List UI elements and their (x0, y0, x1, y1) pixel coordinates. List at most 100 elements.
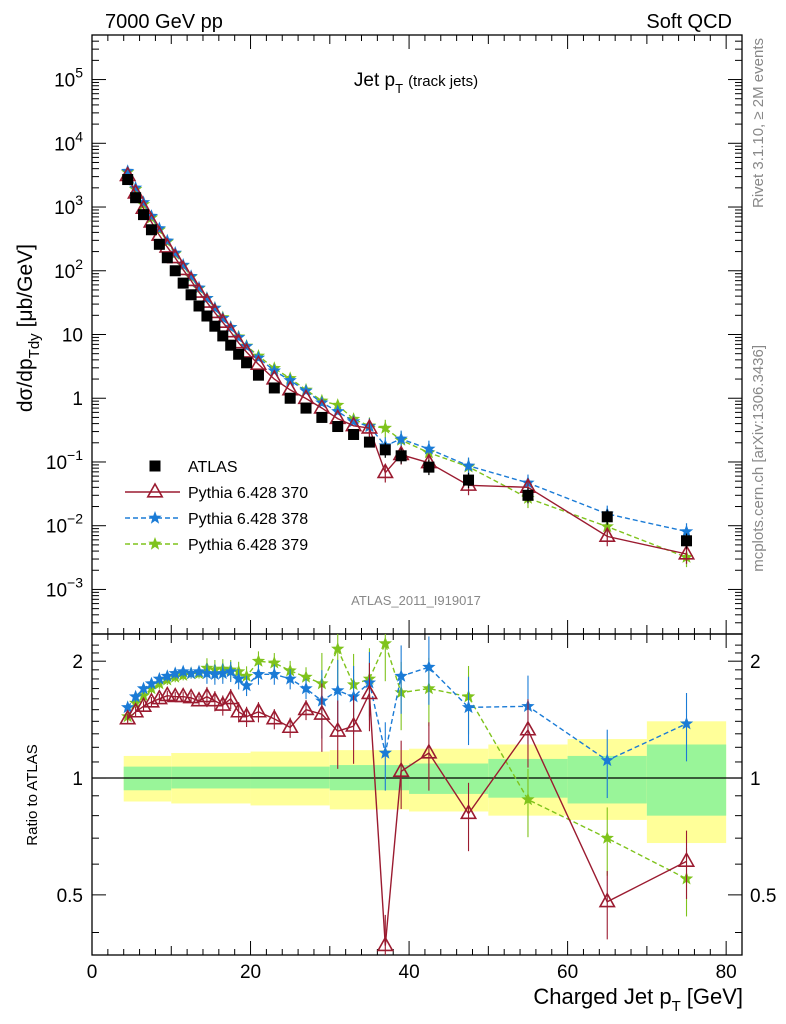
ratio-point (519, 720, 537, 736)
data-point (395, 450, 407, 462)
ratio-point (128, 689, 143, 703)
data-point (217, 330, 229, 342)
legend-marker (149, 460, 161, 472)
x-tick-label: 60 (557, 962, 578, 983)
y-tick-label: 105 (54, 65, 83, 92)
data-point (222, 322, 240, 338)
data-point (461, 458, 476, 472)
ratio-point (679, 716, 694, 730)
ratio-point (422, 660, 436, 673)
legend-marker (148, 537, 162, 550)
data-point (225, 339, 237, 351)
ratio-point (174, 687, 192, 703)
data-point (192, 280, 206, 294)
data-point (138, 209, 150, 221)
ratio-y-tick-label: 1 (72, 769, 83, 790)
data-point (522, 489, 534, 501)
ratio-point (152, 671, 166, 685)
ratio-point (216, 666, 230, 680)
y-tick-label: 10 (62, 326, 83, 347)
ratio-point (329, 721, 347, 737)
ratio-point (249, 702, 268, 718)
legend-label: Pythia 6.428 370 (188, 485, 308, 502)
y-tick-label: 10−2 (46, 511, 83, 538)
ratio-point (200, 666, 214, 680)
ratio-point (313, 704, 331, 720)
ratio-point (420, 743, 438, 759)
series-line (127, 170, 687, 533)
header-category-label: Soft QCD (646, 11, 732, 33)
header-beam-label: 7000 GeV pp (105, 11, 223, 33)
ratio-point (331, 642, 345, 655)
data-point (600, 519, 614, 533)
ratio-point (299, 681, 313, 695)
y-tick-label: 102 (54, 256, 83, 283)
ratio-point (160, 669, 174, 682)
ratio-y-tick-label: 2 (750, 652, 761, 673)
data-point (348, 428, 360, 440)
ratio-point (376, 936, 394, 952)
ratio-frame (91, 633, 743, 956)
y-tick-label: 103 (54, 192, 83, 219)
axes: 0 20 40 60 80 10−3 10−2 10−1 1 10 102 103 104 105 0.5 0… (46, 34, 776, 983)
analysis-id-label: ATLAS_2011_I919017 (351, 593, 481, 608)
rivet-version-label: Rivet 3.1.10, ≥ 2M events (750, 38, 767, 208)
ratio-point (136, 681, 151, 695)
ratio-point (461, 700, 476, 714)
data-point (601, 511, 613, 523)
ratio-y-tick-label: 0.5 (750, 886, 776, 907)
y-tick-label: 10−1 (46, 447, 83, 474)
x-tick-label: 20 (240, 962, 261, 983)
ratio-point (238, 706, 256, 723)
source-label: mcplots.cern.ch [arXiv:1306.3436] (750, 345, 767, 572)
ratio-point (208, 667, 222, 680)
legend-label: ATLAS (188, 459, 238, 476)
ratio-point (394, 669, 408, 682)
y-tick-label: 104 (54, 128, 83, 155)
ratio-point (142, 692, 161, 708)
ratio-point (598, 892, 616, 908)
data-point (331, 398, 345, 411)
data-point (130, 192, 142, 204)
data-point (300, 402, 312, 414)
ratio-point (345, 716, 363, 732)
ratio-point (600, 831, 614, 844)
ratio-point (222, 689, 240, 705)
ratio-point (392, 761, 410, 778)
ratio-point (251, 654, 266, 667)
data-point (394, 431, 408, 445)
ratio-point (121, 700, 135, 714)
ratio-point (198, 687, 216, 703)
y-axis-label: dσ/dpTdy[μb/GeV] (14, 244, 43, 412)
ratio-point (378, 746, 392, 759)
data-point (177, 277, 189, 289)
data-point (363, 436, 375, 448)
data-point (176, 258, 190, 271)
ratio-point (134, 696, 153, 712)
data-point (121, 164, 135, 177)
x-tick-label: 40 (399, 962, 420, 983)
ratio-point (168, 666, 182, 680)
data-point (184, 269, 198, 282)
data-point (268, 382, 280, 394)
ratio-point (281, 717, 299, 734)
data-point (315, 395, 329, 409)
data-point (376, 463, 394, 479)
plot-title: Jet pT (track jets) (354, 70, 478, 96)
data-point (379, 444, 391, 456)
data-point (422, 442, 436, 455)
data-point (224, 320, 238, 333)
data-point (233, 348, 245, 360)
data-point (360, 418, 379, 434)
ratio-y-tick-label: 0.5 (57, 886, 83, 907)
ratio-point (230, 702, 248, 718)
data-series (119, 164, 696, 955)
ratio-point (378, 636, 392, 650)
ratio-point (239, 678, 254, 692)
ratio-y-tick-label: 1 (750, 769, 761, 790)
ratio-y-axis-label: Ratio to ATLAS (24, 744, 41, 845)
data-point (332, 421, 344, 433)
ratio-point (239, 669, 254, 682)
data-point (241, 357, 253, 369)
data-point (677, 544, 696, 560)
